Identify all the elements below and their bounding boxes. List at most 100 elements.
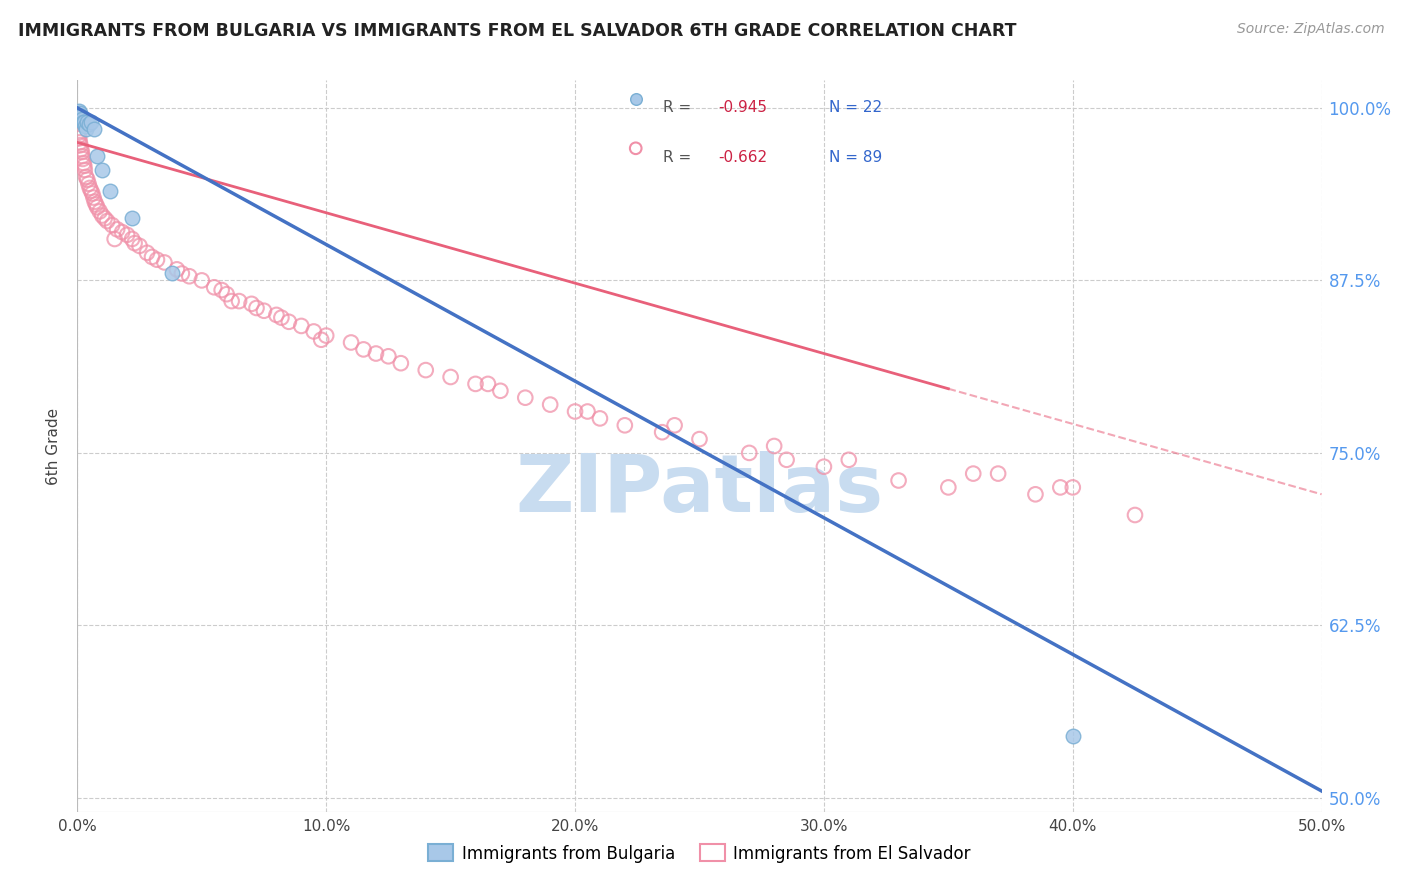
Point [73,159,96,173]
Point [763,439,786,453]
Point [67,103,90,118]
Point [115,227,138,242]
Point [1123,508,1146,522]
Point [70,142,93,156]
Point [1049,480,1071,494]
Point [72,152,94,166]
Point [389,356,412,370]
Point [1062,480,1084,494]
Point [83,121,105,136]
Point [69,111,91,125]
Point [75,121,97,136]
Point [124,236,146,251]
Point [938,480,960,494]
Point [86,200,108,214]
Point [70,113,93,128]
Text: Source: ZipAtlas.com: Source: ZipAtlas.com [1237,22,1385,37]
Point [651,425,673,440]
Point [67,131,90,145]
Point [1024,487,1046,501]
Point [340,335,363,350]
Point [72,118,94,132]
Point [987,467,1010,481]
Point [89,204,111,219]
Point [270,310,292,325]
Point [73,119,96,133]
Point [80,184,103,198]
Point [738,446,761,460]
Text: N = 22: N = 22 [828,101,882,115]
Point [962,467,984,481]
Point [309,333,332,347]
Point [191,273,214,287]
Point [77,177,100,191]
Point [464,376,486,391]
Point [440,370,463,384]
Point [82,186,104,201]
Point [84,197,107,211]
Point [141,250,163,264]
Legend: Immigrants from Bulgaria, Immigrants from El Salvador: Immigrants from Bulgaria, Immigrants fro… [422,838,977,869]
Point [73,114,96,128]
Point [86,149,108,163]
Point [170,267,193,281]
Point [160,267,183,281]
Text: R =: R = [664,101,696,115]
Point [67,126,90,140]
Point [253,303,276,318]
Point [93,211,115,226]
Point [69,136,91,150]
Point [179,269,201,284]
Point [69,106,91,120]
Point [1062,729,1084,743]
Point [211,283,233,297]
Point [70,145,93,159]
Point [83,194,105,209]
Point [70,109,93,123]
Point [240,297,263,311]
Point [80,114,103,128]
Point [664,418,686,433]
Point [91,163,114,178]
Point [121,232,143,246]
Point [315,328,337,343]
Point [79,181,101,195]
Point [277,315,299,329]
Point [813,459,835,474]
Text: -0.945: -0.945 [718,101,768,115]
Point [589,411,612,425]
Point [166,262,188,277]
Point [72,114,94,128]
Point [266,308,288,322]
Point [302,325,325,339]
Point [101,218,124,232]
Point [477,376,499,391]
Point [83,191,105,205]
Point [515,391,537,405]
Point [538,398,561,412]
Point [202,280,225,294]
Point [72,112,94,126]
Point [564,404,586,418]
Text: -0.662: -0.662 [718,150,768,165]
Point [613,418,636,433]
Point [689,432,711,446]
Point [153,255,176,269]
Text: ZIPatlas: ZIPatlas [516,450,883,529]
Point [77,118,100,132]
Point [415,363,437,377]
Point [72,149,94,163]
Point [69,138,91,153]
Point [76,114,98,128]
Point [72,156,94,170]
Point [624,141,647,155]
Point [146,252,169,267]
Point [775,452,797,467]
Point [121,211,143,226]
Text: IMMIGRANTS FROM BULGARIA VS IMMIGRANTS FROM EL SALVADOR 6TH GRADE CORRELATION CH: IMMIGRANTS FROM BULGARIA VS IMMIGRANTS F… [18,22,1017,40]
Point [576,404,599,418]
Text: N = 89: N = 89 [828,150,882,165]
Point [221,294,243,309]
Point [111,225,134,239]
Point [136,245,159,260]
